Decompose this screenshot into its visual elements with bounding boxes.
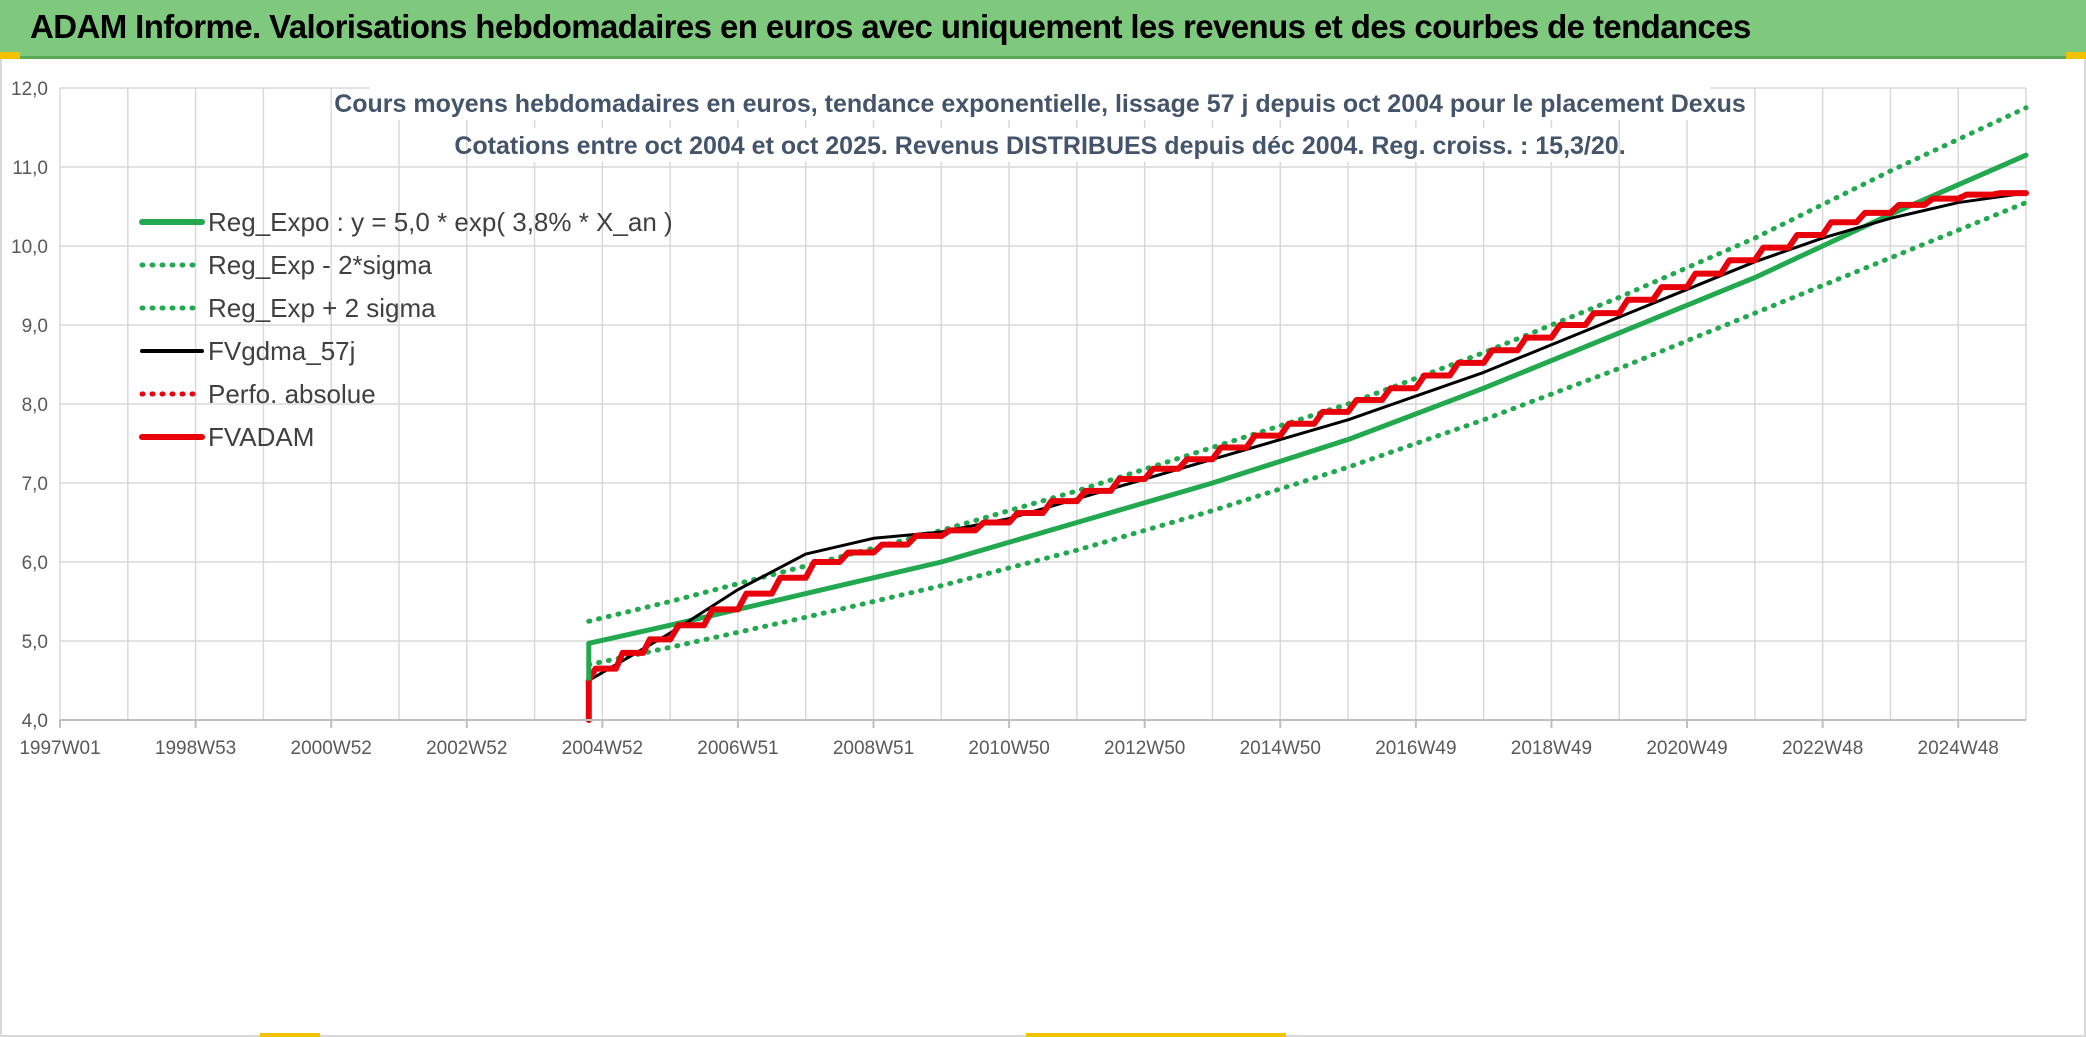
x-tick-label: 2008W51 [833, 738, 914, 759]
y-tick-label: 7,0 [22, 474, 48, 495]
chart-title-line-2: Cotations entre oct 2004 et oct 2025. Re… [454, 132, 1625, 160]
x-tick-label: 2018W49 [1511, 738, 1592, 759]
y-tick-label: 8,0 [22, 395, 48, 416]
y-tick-label: 11,0 [12, 158, 48, 179]
chart-legend: Reg_Expo : y = 5,0 * exp( 3,8% * X_an ) R… [139, 207, 673, 452]
legend-label: Reg_Expo : y = 5,0 * exp( 3,8% * X_an ) [208, 207, 673, 237]
x-tick-label: 2020W49 [1646, 738, 1727, 759]
x-tick-label: 1998W53 [155, 738, 236, 759]
x-tick-label: 2006W51 [697, 738, 778, 759]
report-title: ADAM Informe. Valorisations hebdomadaire… [30, 8, 1751, 45]
x-tick-label: 2012W50 [1104, 738, 1185, 759]
y-tick-label: 12,0 [11, 79, 48, 100]
y-tick-label: 5,0 [22, 632, 48, 653]
legend-label: Reg_Exp - 2*sigma [208, 250, 433, 280]
x-tick-label: 2022W48 [1782, 738, 1863, 759]
x-tick-label: 2002W52 [426, 738, 507, 759]
report-banner: ADAM Informe. Valorisations hebdomadaire… [0, 0, 2086, 59]
corner-accent [260, 1033, 320, 1037]
chart-title-line-1: Cours moyens hebdomadaires en euros, ten… [334, 90, 1746, 118]
y-tick-label: 10,0 [11, 237, 48, 258]
x-tick-label: 2000W52 [291, 738, 372, 759]
series-fvadam-line [585, 190, 2029, 723]
x-tick-label: 2014W50 [1240, 738, 1321, 759]
series-reg-exp-line [586, 105, 2029, 624]
corner-accent [0, 52, 20, 59]
legend-label: Perfo. absolue [208, 379, 376, 409]
legend-label: FVADAM [208, 422, 314, 452]
series-reg-exp-line [586, 200, 2029, 668]
y-tick-label: 9,0 [22, 316, 48, 337]
chart-axes: 4,0 5,0 6,0 7,0 8,0 9,0 10,0 11,0 12,0 1997W01 199… [11, 79, 2026, 759]
x-tick-label: 1997W01 [19, 738, 100, 759]
corner-accent [1026, 1033, 1286, 1037]
x-tick-label: 2010W50 [968, 738, 1049, 759]
x-tick-label: 2016W49 [1375, 738, 1456, 759]
x-tick-label: 2004W52 [562, 738, 643, 759]
series-reg-expo-line [586, 152, 2029, 646]
legend-label: FVgdma_57j [208, 336, 355, 366]
chart-title-group: Cours moyens hebdomadaires en euros, ten… [334, 86, 1746, 162]
legend-label: Reg_Exp + 2 sigma [208, 293, 436, 323]
x-tick-label: 2024W48 [1918, 738, 1999, 759]
y-tick-label: 4,0 [22, 711, 48, 732]
series-fvgdma-57j-line [587, 191, 2028, 682]
chart-series [585, 105, 2029, 723]
y-tick-label: 6,0 [22, 553, 48, 574]
corner-accent [2066, 52, 2086, 59]
